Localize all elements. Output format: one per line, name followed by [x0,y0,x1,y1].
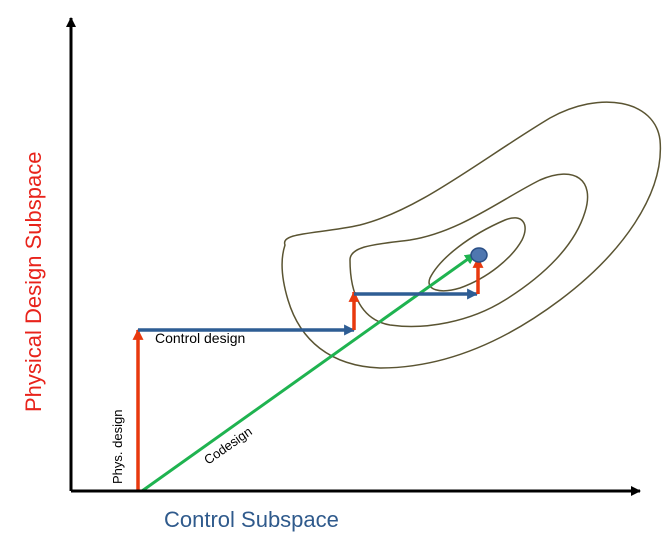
objective-contours [281,101,662,369]
phys-design-label: Phys. design [110,410,125,484]
x-axis-title: Control Subspace [164,507,339,532]
optimum-point [470,247,488,263]
contour-outer [281,101,662,369]
y-axis-title: Physical Design Subspace [21,152,46,412]
contour-middle [349,173,589,328]
contour-inner [428,217,526,292]
codesign-arrow [141,252,476,493]
control-design-label: Control design [155,330,245,346]
